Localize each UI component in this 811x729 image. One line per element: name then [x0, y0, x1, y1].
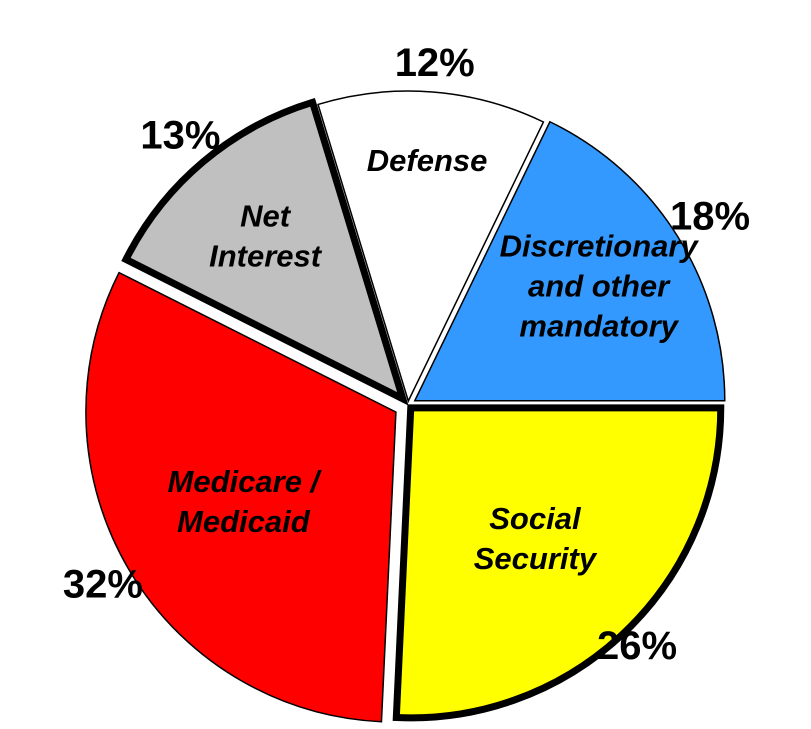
pie-slice — [392, 404, 725, 722]
slice-percent-label: 12% — [395, 41, 475, 85]
slice-label: Defense — [367, 143, 488, 178]
pie-slice — [317, 90, 545, 404]
slice-label: Medicare / Medicaid — [168, 464, 323, 539]
slice-percent-label: 32% — [63, 562, 143, 606]
slice-label: Social Security — [474, 501, 598, 576]
slice-percent-label: 26% — [597, 624, 677, 668]
slice-label: Net Interest — [209, 198, 323, 273]
pie-slice — [121, 97, 409, 406]
pie-slice — [413, 120, 726, 402]
slice-percent-label: 18% — [670, 195, 750, 239]
slice-label: Discretionary and other mandatory — [500, 229, 700, 344]
slice-percent-label: 13% — [140, 114, 220, 158]
pie-slice — [85, 271, 397, 723]
